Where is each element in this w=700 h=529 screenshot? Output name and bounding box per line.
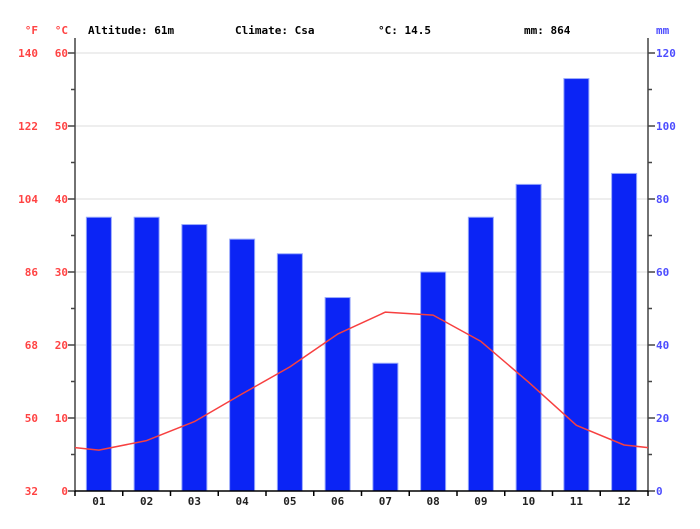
climate-label: Climate: Csa [235,24,314,37]
axis-ticks [68,52,655,496]
mm-tick-label: 80 [656,193,669,206]
precip-bar-11 [563,78,590,492]
axes [74,38,649,492]
axis-labels: 140 60 122 50 104 40 86 30 68 20 50 10 32 0 120 100 80 60… [18,47,676,498]
month-label-05: 05 [283,495,296,508]
gridlines [75,52,648,419]
fahrenheit-tick-label: 104 [18,193,38,206]
mm-tick-label: 40 [656,339,669,352]
month-label-10: 10 [522,495,535,508]
month-label-09: 09 [474,495,487,508]
month-label-11: 11 [570,495,584,508]
annual-precip-label: mm: 864 [524,24,571,37]
temperature-polyline [74,311,649,451]
celsius-unit-label: °C [55,24,68,37]
precipitation-bars [85,78,638,492]
celsius-tick-label: 40 [55,193,68,206]
celsius-tick-label: 60 [55,47,68,60]
mm-tick-label: 120 [656,47,676,60]
mm-tick-label: 20 [656,412,669,425]
month-label-02: 02 [140,495,153,508]
mm-tick-label: 60 [656,266,669,279]
precip-bar-04 [229,238,256,492]
celsius-tick-label: 30 [55,266,68,279]
celsius-tick-label: 0 [61,485,68,498]
precip-bar-05 [276,253,303,492]
fahrenheit-tick-label: 50 [25,412,38,425]
precip-bar-12 [611,172,638,492]
precip-bar-10 [515,183,542,492]
mm-tick-label: 100 [656,120,676,133]
month-label-12: 12 [618,495,631,508]
month-labels: 01 02 03 04 05 06 07 08 09 10 11 12 [92,495,631,508]
precip-bar-08 [420,271,447,492]
fahrenheit-unit-label: °F [25,24,38,37]
celsius-tick-label: 20 [55,339,68,352]
month-label-08: 08 [427,495,440,508]
mean-temp-label: °C: 14.5 [378,24,431,37]
fahrenheit-tick-label: 32 [25,485,38,498]
celsius-tick-label: 50 [55,120,68,133]
mm-unit-label: mm [656,24,670,37]
header: °F °C Altitude: 61m Climate: Csa °C: 14.5 mm:… [25,24,670,37]
month-label-04: 04 [236,495,250,508]
month-label-03: 03 [188,495,201,508]
month-label-01: 01 [92,495,106,508]
altitude-label: Altitude: 61m [88,24,174,37]
mm-tick-label: 0 [656,485,663,498]
temperature-line [74,311,649,451]
precip-bar-09 [467,216,494,492]
precip-bar-02 [133,216,160,492]
precip-bar-06 [324,297,351,492]
precip-bar-03 [181,224,208,492]
month-label-07: 07 [379,495,392,508]
celsius-tick-label: 10 [55,412,68,425]
precip-bar-07 [372,362,399,492]
fahrenheit-tick-label: 122 [18,120,38,133]
fahrenheit-tick-label: 68 [25,339,38,352]
fahrenheit-tick-label: 86 [25,266,39,279]
month-label-06: 06 [331,495,345,508]
fahrenheit-tick-label: 140 [18,47,38,60]
